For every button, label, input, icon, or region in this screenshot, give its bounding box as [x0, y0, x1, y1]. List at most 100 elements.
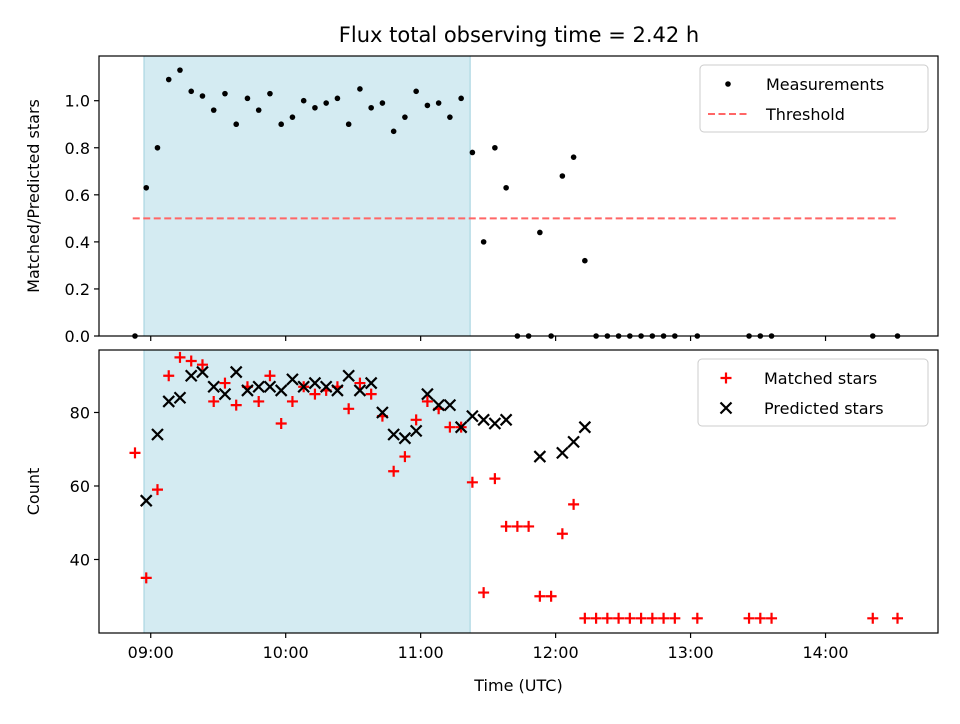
figure-title: Flux total observing time = 2.42 h — [339, 23, 699, 47]
legend-swatch — [725, 81, 731, 87]
data-point — [233, 121, 240, 128]
data-point — [478, 587, 490, 599]
data-point — [140, 572, 152, 584]
data-point — [319, 380, 333, 394]
data-point — [286, 395, 298, 407]
data-point — [297, 380, 310, 394]
data-point — [601, 612, 613, 624]
x-axis-label: Time (UTC) — [473, 676, 562, 695]
data-point — [582, 257, 588, 264]
y-tick-label: 0.8 — [65, 139, 90, 158]
data-point — [252, 380, 265, 394]
data-point — [443, 398, 457, 412]
data-point — [480, 239, 487, 245]
data-point — [743, 612, 755, 624]
data-point — [579, 612, 591, 624]
series-measurements — [132, 67, 901, 339]
legend-swatch — [720, 372, 732, 384]
data-point — [766, 612, 778, 624]
legend: Measurements Threshold — [699, 64, 929, 133]
data-point — [421, 395, 433, 407]
data-point — [398, 431, 412, 445]
y-axis-label: Count — [24, 468, 43, 516]
data-point — [267, 90, 273, 97]
data-point — [207, 380, 220, 394]
data-point — [308, 376, 322, 390]
data-point — [345, 121, 352, 128]
data-point — [499, 413, 513, 427]
data-point — [230, 399, 242, 411]
data-point — [892, 612, 904, 624]
data-point — [139, 494, 153, 507]
data-point — [354, 377, 366, 389]
data-point — [568, 498, 580, 510]
data-point — [447, 114, 453, 120]
data-point — [466, 476, 478, 488]
data-point — [635, 612, 647, 624]
data-point — [754, 612, 766, 624]
legend-label: Threshold — [765, 105, 845, 124]
legend-frame — [697, 358, 929, 427]
x-tick-label: 09:00 — [128, 643, 174, 662]
data-point — [229, 365, 243, 379]
x-tick-label: 13:00 — [668, 643, 714, 662]
data-point — [244, 95, 251, 102]
data-point — [255, 107, 262, 113]
observing-interval-shade — [143, 349, 471, 634]
y-tick-label: 1.0 — [65, 92, 90, 111]
data-point — [387, 428, 400, 441]
data-point — [365, 388, 377, 400]
data-point — [545, 590, 557, 602]
data-point — [151, 428, 164, 441]
data-point — [489, 473, 501, 485]
data-point — [154, 144, 161, 151]
data-point — [379, 100, 386, 106]
data-point — [511, 520, 523, 532]
data-point — [218, 387, 232, 401]
data-point — [590, 612, 602, 624]
data-point — [174, 351, 186, 363]
data-point — [567, 435, 580, 449]
data-point — [454, 420, 468, 434]
legend-swatch — [719, 401, 733, 415]
data-point — [867, 612, 879, 624]
data-point — [300, 97, 307, 104]
data-point — [646, 612, 658, 624]
data-point — [286, 373, 299, 386]
data-point — [488, 417, 502, 430]
y-tick-label: 80 — [70, 403, 90, 422]
data-point — [219, 377, 231, 389]
legend-label: Measurements — [766, 75, 884, 94]
data-point — [177, 67, 183, 73]
data-point — [353, 384, 367, 397]
data-point — [458, 95, 464, 102]
y-tick-label: 0.0 — [65, 327, 90, 346]
x-tick-label: 14:00 — [802, 643, 848, 662]
data-point — [691, 612, 703, 624]
y-tick-label: 0.2 — [65, 280, 90, 299]
data-point — [399, 451, 411, 463]
data-point — [409, 424, 423, 438]
data-point — [196, 359, 208, 371]
data-point — [364, 376, 378, 390]
data-point — [413, 88, 419, 95]
data-point — [151, 484, 163, 496]
data-point — [556, 528, 568, 540]
data-point — [559, 173, 566, 179]
data-point — [342, 369, 355, 383]
bottom-panel: 40 60 80 09:00 10:00 11:00 12:00 13:00 14:00 Coun… — [24, 349, 939, 695]
x-tick-label: 10:00 — [263, 643, 309, 662]
data-point — [432, 398, 445, 412]
data-point — [390, 128, 397, 135]
data-point — [435, 100, 442, 106]
data-point — [163, 370, 175, 382]
data-point — [289, 114, 296, 120]
data-point — [570, 154, 577, 160]
data-point — [534, 590, 546, 602]
data-point — [368, 104, 374, 111]
data-point — [278, 121, 284, 128]
y-axis-label: Matched/Predicted stars — [24, 99, 43, 293]
x-tick-label: 11:00 — [398, 643, 444, 662]
data-point — [323, 100, 329, 106]
data-point — [613, 612, 625, 624]
